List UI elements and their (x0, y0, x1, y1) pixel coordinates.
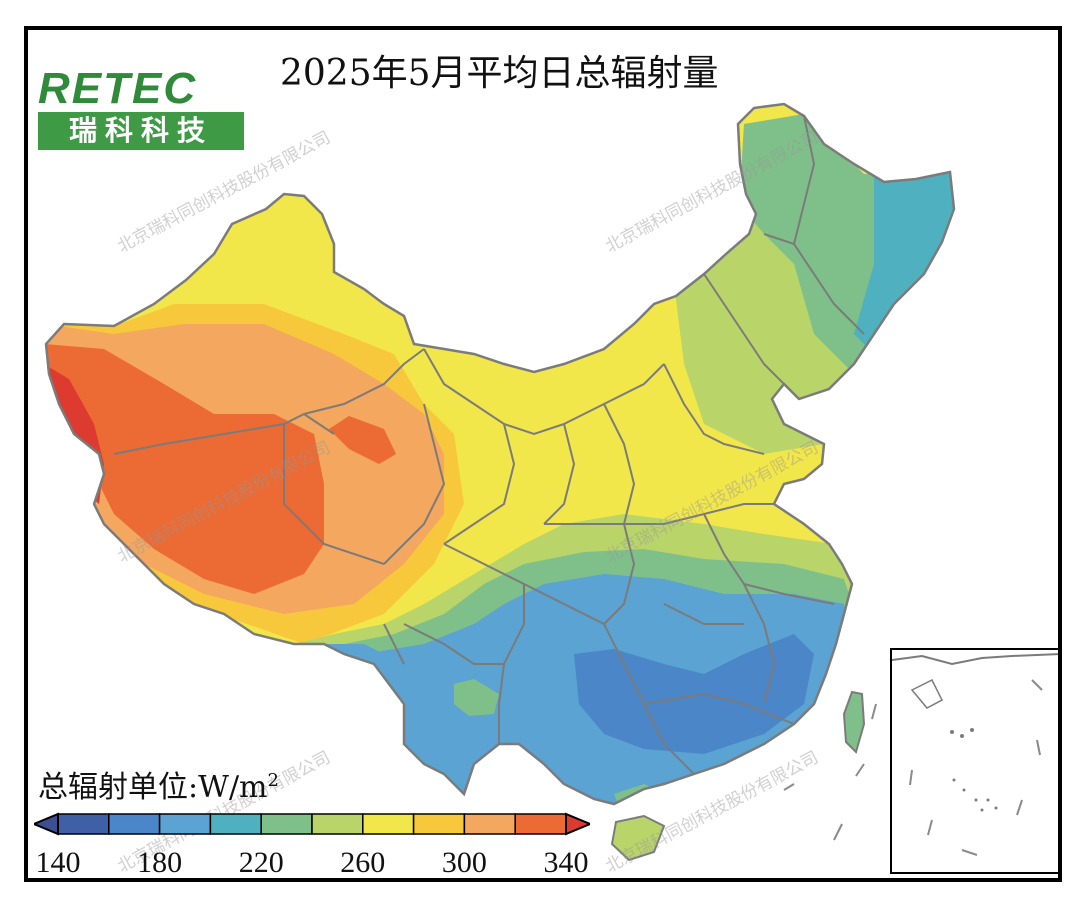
legend-tick-label: 340 (543, 846, 589, 879)
color-legend (34, 812, 590, 836)
legend-color-segment (260, 813, 313, 835)
legend-color-segment (362, 813, 415, 835)
unit-label-text: 总辐射单位:W/m (38, 770, 268, 805)
hainan-island (610, 814, 666, 862)
unit-label-sup: 2 (267, 770, 279, 791)
legend-color-segment (514, 813, 567, 835)
map-title: 2025年5月平均日总辐射量 (280, 53, 719, 94)
radiation-map (44, 102, 956, 862)
legend-color-segment (57, 813, 110, 835)
legend-color-segment (108, 813, 161, 835)
taiwan-island (842, 690, 866, 754)
china-outline (44, 102, 956, 806)
inset-map (891, 653, 1058, 856)
legend-tick-label: 220 (238, 846, 284, 879)
map-frame (24, 26, 1062, 882)
logo-brand-text: RETEC (38, 64, 198, 113)
legend-tick-label: 180 (137, 846, 183, 879)
legend-tick-label: 260 (340, 846, 386, 879)
legend-tick-label: 140 (35, 846, 81, 879)
legend-color-segment (311, 813, 364, 835)
maritime-boundary-dashes (783, 703, 877, 841)
province-borders (113, 115, 865, 775)
legend-color-segment (158, 813, 212, 835)
legend-tick-label: 300 (441, 846, 487, 879)
south-china-sea-inset (890, 648, 1058, 874)
legend-color-segment (463, 813, 516, 835)
logo-cn-name: 瑞科科技 (38, 112, 244, 150)
unit-label: 总辐射单位:W/m2 (38, 762, 279, 806)
legend-under-arrow (34, 812, 59, 836)
legend-color-segment (412, 813, 466, 835)
retec-logo: RETEC 瑞科科技 (38, 64, 244, 152)
legend-over-arrow (565, 812, 590, 836)
legend-color-segment (209, 813, 262, 835)
